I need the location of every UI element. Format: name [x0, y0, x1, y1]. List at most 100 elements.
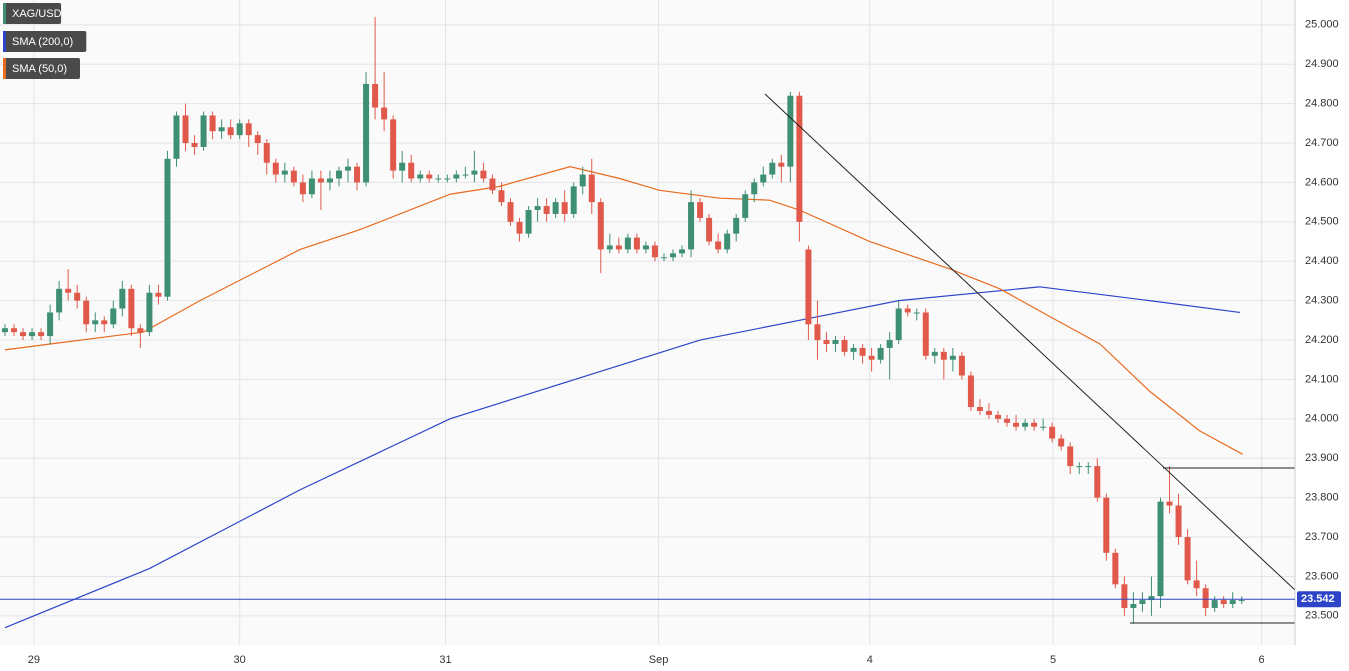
candle-body [20, 332, 27, 337]
y-tick-label: 23.700 [1305, 531, 1339, 543]
candle-body [227, 127, 234, 136]
candle-body [308, 178, 315, 195]
last-price-box [1297, 591, 1341, 608]
candle-body [633, 237, 640, 250]
plot-background [0, 0, 1295, 645]
x-tick-label: 30 [234, 654, 246, 666]
candle-body [1202, 588, 1209, 608]
candle-body [1139, 600, 1146, 605]
candle-body [363, 83, 370, 183]
candle-body [281, 170, 288, 175]
candle-body [904, 308, 911, 313]
candle-body [561, 202, 568, 214]
candle-body [715, 241, 722, 250]
candle-body [606, 245, 613, 250]
candle-body [128, 288, 135, 329]
candle-body [588, 174, 595, 203]
trend-annotations [764, 93, 1296, 624]
candle-body [1130, 604, 1137, 608]
candle-body [417, 174, 424, 179]
candle-body [1193, 580, 1200, 589]
candle-body [254, 135, 261, 144]
y-tick-label: 24.700 [1305, 137, 1339, 149]
y-tick-label: 24.200 [1305, 334, 1339, 346]
y-tick-label: 24.000 [1305, 413, 1339, 425]
candle-body [408, 162, 415, 179]
candle-body [733, 217, 740, 234]
legend-label: SMA (200,0) [12, 36, 73, 48]
legend-label: SMA (50,0) [12, 63, 67, 75]
last-price-label: 23.542 [1301, 593, 1335, 605]
candle-body [805, 249, 812, 325]
candle-body [570, 186, 577, 214]
y-tick-label: 23.500 [1305, 610, 1339, 622]
candle-body [335, 170, 342, 179]
candle-body [895, 308, 902, 341]
candle-body [471, 170, 478, 175]
y-tick-label: 23.900 [1305, 452, 1339, 464]
candle-body [525, 210, 532, 234]
candle-body [390, 119, 397, 171]
candle-body [1211, 600, 1218, 608]
candle-body [119, 288, 126, 309]
candle-body [751, 182, 758, 195]
candle-body [110, 308, 117, 325]
candle-body [940, 351, 947, 360]
candle-body [832, 340, 839, 344]
candle-body [1004, 418, 1011, 423]
candle-body [534, 206, 541, 211]
y-tick-label: 25.000 [1305, 19, 1339, 31]
candle-body [489, 178, 496, 191]
candle-body [164, 158, 171, 297]
candle-body [399, 162, 406, 171]
candle-body [92, 320, 99, 325]
candle-body [272, 162, 279, 175]
candle-body [426, 174, 433, 179]
candle-body [552, 202, 559, 214]
candle-body [543, 206, 550, 214]
legend: XAG/USD SMA (200,0) SMA (50,0) [3, 3, 87, 79]
candle-body [191, 143, 198, 147]
candle-body [796, 95, 803, 222]
candle-body [1157, 501, 1164, 597]
candle-body [859, 347, 866, 356]
candle-body [850, 347, 857, 352]
candle-body [579, 174, 586, 187]
candle-body [372, 83, 379, 108]
candle-body [994, 414, 1001, 419]
candle-body [146, 292, 153, 333]
candle-body [688, 202, 695, 250]
candle-body [498, 190, 505, 203]
legend-box [3, 31, 87, 52]
candle-body [47, 312, 54, 337]
y-tick-label: 24.100 [1305, 373, 1339, 385]
candle-body [29, 332, 36, 337]
candle-body [263, 143, 270, 163]
candle-body [101, 320, 108, 325]
candle-body [1238, 600, 1245, 602]
candle-body [1, 328, 8, 333]
candle-body [1121, 584, 1128, 608]
candle-body [976, 407, 983, 411]
candle-body [516, 221, 523, 234]
candle-body [1058, 438, 1065, 447]
x-tick-label: 31 [439, 654, 451, 666]
candle-body [56, 288, 63, 313]
candle-body [742, 194, 749, 218]
candle-body [65, 288, 72, 293]
candle-body [381, 107, 388, 120]
x-tick-label: 5 [1050, 654, 1056, 666]
y-tick-label: 24.300 [1305, 295, 1339, 307]
candle-body [1031, 422, 1038, 427]
x-tick-label: 4 [867, 654, 873, 666]
candle-body [877, 347, 884, 360]
candle-body [1013, 422, 1020, 427]
candle-body [354, 166, 361, 183]
candle-body [724, 233, 731, 250]
candle-body [949, 355, 956, 360]
x-tick-label: 29 [28, 654, 40, 666]
candle-body [1220, 600, 1227, 605]
sma-line [4, 166, 1243, 455]
sma-line [4, 286, 1241, 629]
candle-body [1085, 466, 1092, 468]
